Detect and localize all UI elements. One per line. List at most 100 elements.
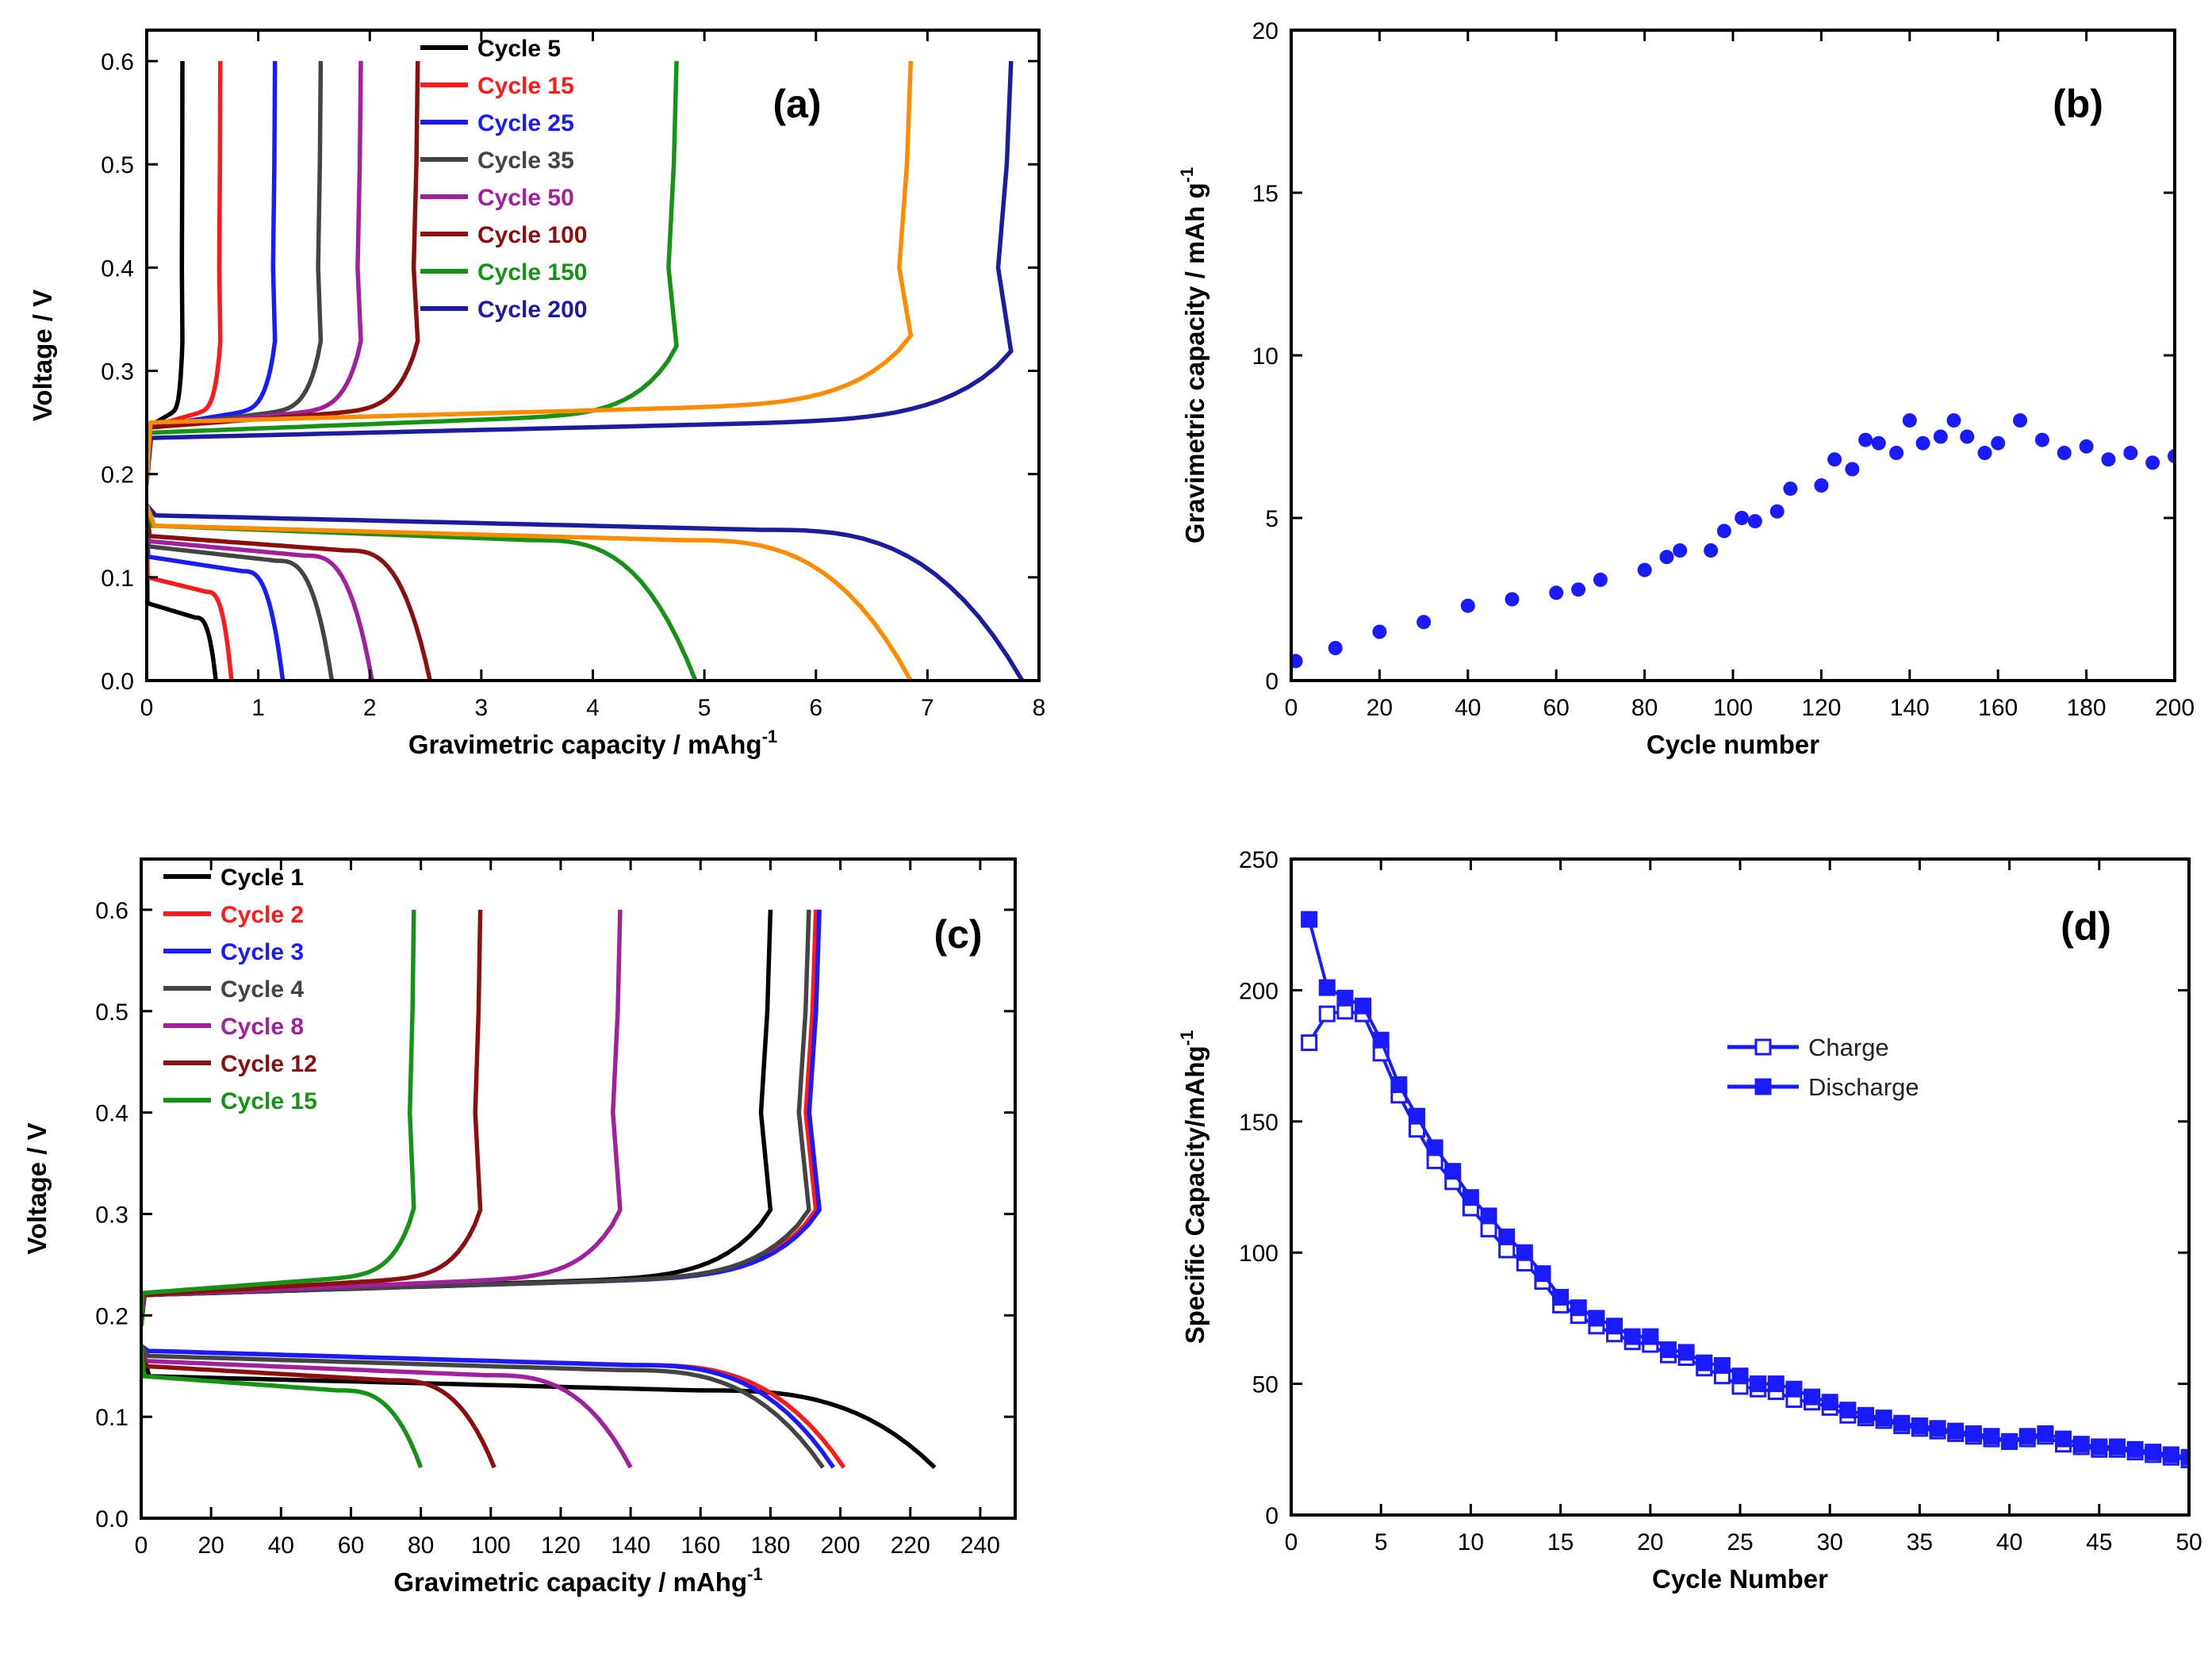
x-tick-label: 50: [2176, 1529, 2202, 1555]
y-tick-label: 250: [1239, 847, 1279, 873]
x-tick-label: 40: [1455, 695, 1481, 721]
data-marker: [1821, 1394, 1838, 1411]
y-tick-label: 0.0: [101, 669, 134, 695]
y-tick-label: 150: [1239, 1110, 1279, 1136]
series-line-discharge: [147, 504, 432, 681]
x-tick-label: 80: [408, 1532, 434, 1559]
series-line-charge: [147, 60, 1014, 485]
y-tick-label: 0.4: [95, 1101, 128, 1127]
series-line-charge: [141, 909, 773, 1326]
data-point: [2079, 439, 2094, 454]
y-axis-label: Voltage / V: [28, 290, 57, 421]
data-marker: [1372, 1031, 1390, 1049]
x-tick-label: 120: [541, 1532, 581, 1559]
data-point: [1417, 615, 1432, 630]
series-line-discharge: [147, 504, 335, 681]
y-tick-label: 0: [1265, 1503, 1279, 1529]
y-tick-label: 0.5: [101, 152, 134, 178]
plot-frame: [145, 29, 1041, 682]
data-marker: [1659, 1341, 1677, 1359]
data-point: [1858, 432, 1873, 447]
plot-frame: [140, 857, 1017, 1520]
legend-label: Cycle 4: [220, 976, 304, 1003]
x-tick-label: 180: [750, 1532, 790, 1559]
data-marker: [1390, 1076, 1408, 1093]
x-tick-label: 0: [1285, 695, 1298, 721]
data-point: [1814, 478, 1829, 493]
x-tick-label: 7: [921, 695, 934, 721]
data-marker: [1498, 1228, 1516, 1245]
data-marker: [1696, 1354, 1713, 1371]
x-tick-label: 3: [475, 695, 489, 721]
series-line: [1307, 919, 2189, 1459]
chart-panel-c: 0 20 40 60 80 100 120 140 160 180 200 220 240 0.0 0.1 0…: [22, 857, 1017, 1597]
x-tick-label: 2: [363, 695, 377, 721]
x-tick-label: 10: [1458, 1529, 1484, 1555]
legend-label: Cycle 35: [477, 148, 574, 174]
data-marker: [2018, 1428, 2036, 1445]
y-tick-label: 200: [1239, 978, 1279, 1004]
x-tick-label: 160: [680, 1532, 720, 1559]
data-point: [1716, 524, 1731, 539]
data-marker: [1893, 1414, 1911, 1432]
y-tick-label: 0.2: [101, 462, 134, 489]
series-line-charge: [141, 909, 416, 1326]
data-marker: [2055, 1430, 2072, 1448]
y-tick-label: 0.1: [95, 1405, 128, 1431]
legend-marker: [1754, 1038, 1772, 1056]
data-point: [1372, 624, 1387, 639]
data-marker: [2162, 1446, 2179, 1463]
data-marker: [2001, 1433, 2018, 1450]
series-line-discharge: [147, 504, 218, 681]
x-tick-label: 20: [1637, 1529, 1663, 1555]
data-marker: [1570, 1299, 1587, 1317]
data-marker: [2126, 1440, 2144, 1458]
x-tick-label: 6: [809, 695, 822, 721]
data-marker: [1588, 1310, 1605, 1327]
legend-label: Charge: [1808, 1034, 1889, 1061]
panel-label: (c): [933, 912, 982, 957]
data-point: [2034, 432, 2049, 447]
x-tick-label: 8: [1033, 695, 1046, 721]
legend-label: Cycle 1: [220, 865, 304, 891]
data-point: [1902, 413, 1917, 428]
data-marker: [1875, 1410, 1892, 1427]
data-point: [2101, 452, 2116, 467]
data-marker: [2145, 1444, 2162, 1461]
data-marker: [1911, 1417, 1928, 1435]
data-marker: [1336, 989, 1354, 1007]
x-tick-label: 5: [1374, 1529, 1388, 1555]
y-tick-label: 0.3: [95, 1202, 128, 1228]
y-tick-label: 10: [1252, 343, 1279, 370]
x-tick-label: 40: [268, 1532, 294, 1559]
x-tick-label: 1: [251, 695, 265, 721]
plot-frame: [1290, 857, 2191, 1517]
legend-label: Cycle 12: [220, 1051, 317, 1077]
x-tick-label: 180: [2067, 695, 2107, 721]
data-point: [1933, 429, 1948, 444]
data-marker: [1947, 1422, 1965, 1440]
data-point: [2057, 446, 2072, 460]
plot-area: [147, 60, 1025, 681]
data-marker: [2072, 1436, 2090, 1453]
legend-label: Discharge: [1808, 1073, 1919, 1101]
data-point: [2145, 455, 2160, 470]
x-tick-label: 25: [1727, 1529, 1753, 1555]
legend-label: Cycle 8: [220, 1014, 304, 1040]
x-tick-label: 120: [1801, 695, 1841, 721]
y-axis-label: Specific Capacity/mAhg-1: [1177, 1030, 1210, 1344]
series-line-discharge: [141, 1344, 825, 1469]
data-marker: [1534, 1265, 1551, 1283]
x-tick-label: 40: [1996, 1529, 2022, 1555]
data-marker: [1731, 1367, 1749, 1385]
data-marker: [1750, 1375, 1767, 1393]
legend-label: Cycle 15: [220, 1088, 317, 1114]
data-point: [1291, 654, 1303, 669]
x-tick-label: 45: [2086, 1529, 2112, 1555]
x-tick-label: 240: [960, 1532, 1000, 1559]
data-point: [1549, 585, 1564, 600]
panel-label: (d): [2061, 904, 2111, 949]
legend-label: Cycle 200: [477, 297, 587, 323]
data-point: [1769, 504, 1785, 519]
data-point: [1328, 641, 1343, 655]
